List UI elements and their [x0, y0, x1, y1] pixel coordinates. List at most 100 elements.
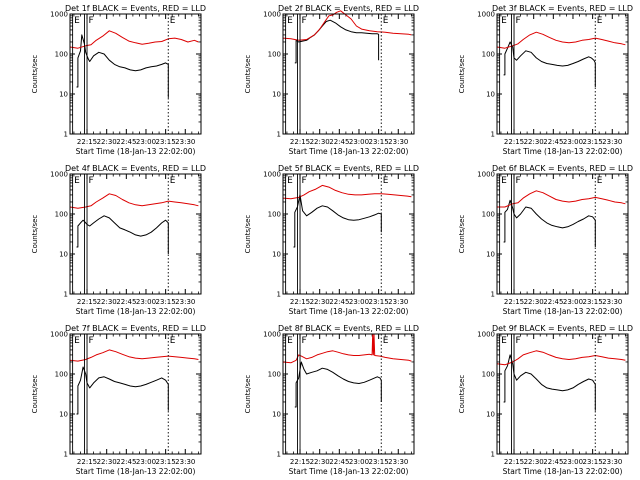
event-marker-label: F: [516, 336, 521, 346]
series-lld-line: [282, 333, 412, 364]
panel-title: Det 7f BLACK = Events, RED = LLD: [65, 324, 206, 333]
event-marker-label: E: [383, 176, 389, 186]
event-marker-label: E: [287, 16, 293, 26]
x-tick-label: 22:30: [97, 138, 117, 146]
event-marker-label: E: [74, 336, 80, 346]
event-marker-label: E: [383, 16, 389, 26]
x-tick-label: 23:15: [583, 138, 603, 146]
series-events-line: [294, 361, 382, 408]
x-tick-label: 23:30: [388, 298, 408, 306]
x-tick-label: 22:15: [77, 138, 97, 146]
x-axis-label: Start Time (18-Jan-13 22:02:00): [503, 467, 623, 476]
y-tick-label: 1000: [477, 331, 495, 339]
x-axis-label: Start Time (18-Jan-13 22:02:00): [503, 147, 623, 156]
series-lld-line: [497, 190, 626, 208]
y-axis-label: Counts/sec: [244, 375, 252, 414]
series-lld-line: [282, 10, 412, 41]
panel-title: Det 8f BLACK = Events, RED = LLD: [278, 324, 419, 333]
detector-panel-5: Det 5f BLACK = Events, RED = LLD Counts/s…: [244, 164, 419, 316]
panel-title: Det 3f BLACK = Events, RED = LLD: [492, 4, 633, 13]
y-tick-label: 1000: [263, 331, 281, 339]
x-tick-label: 23:15: [369, 298, 389, 306]
event-marker-label: E: [383, 336, 389, 346]
series-events-line: [503, 354, 596, 411]
y-tick-label: 10: [59, 91, 68, 99]
series-lld-line: [69, 193, 199, 209]
detector-panel-6: Det 6f BLACK = Events, RED = LLD Counts/s…: [458, 164, 633, 316]
detector-panel-8: Det 8f BLACK = Events, RED = LLD Counts/s…: [244, 324, 419, 476]
x-tick-label: 23:15: [369, 138, 389, 146]
series-lld-line: [496, 350, 626, 366]
event-marker-label: E: [501, 336, 507, 346]
x-tick-label: 23:00: [349, 138, 369, 146]
series-events-line: [76, 366, 169, 415]
event-marker-label: F: [302, 16, 307, 26]
x-tick-label: 22:45: [329, 138, 349, 146]
event-marker-label: E: [597, 16, 603, 26]
event-marker-label: E: [74, 16, 80, 26]
event-marker-label: E: [501, 16, 507, 26]
x-tick-label: 22:30: [524, 458, 544, 466]
x-tick-label: 23:30: [388, 138, 408, 146]
panel-title: Det 2f BLACK = Events, RED = LLD: [278, 4, 419, 13]
y-tick-label: 100: [482, 51, 495, 59]
y-tick-label: 1000: [50, 331, 68, 339]
x-tick-label: 22:30: [310, 138, 330, 146]
x-tick-label: 22:15: [504, 298, 524, 306]
event-marker-label: F: [516, 176, 521, 186]
x-tick-label: 22:15: [77, 458, 97, 466]
x-tick-label: 23:00: [563, 138, 583, 146]
y-tick-label: 10: [272, 251, 281, 259]
x-tick-label: 23:30: [602, 138, 622, 146]
y-tick-label: 1000: [477, 171, 495, 179]
detector-panel-7: Det 7f BLACK = Events, RED = LLD Counts/s…: [31, 324, 206, 476]
x-tick-label: 23:30: [175, 458, 195, 466]
x-tick-label: 22:30: [310, 298, 330, 306]
y-axis-label: Counts/sec: [458, 215, 466, 254]
x-tick-label: 22:30: [97, 458, 117, 466]
y-tick-label: 1000: [50, 11, 68, 19]
x-tick-label: 23:15: [156, 298, 176, 306]
series-events-line: [76, 34, 169, 98]
x-tick-label: 22:45: [543, 138, 563, 146]
plot-frame: [496, 333, 629, 455]
y-tick-label: 1: [277, 131, 281, 139]
series-lld-line: [496, 31, 626, 49]
panel-title: Det 9f BLACK = Events, RED = LLD: [492, 324, 633, 333]
x-tick-label: 22:30: [524, 138, 544, 146]
y-axis-label: Counts/sec: [31, 55, 39, 94]
x-tick-label: 23:15: [156, 458, 176, 466]
x-tick-label: 23:15: [583, 458, 603, 466]
event-marker-label: F: [516, 16, 521, 26]
x-tick-label: 23:00: [136, 298, 156, 306]
x-tick-label: 23:30: [175, 138, 195, 146]
series-lld-line: [69, 30, 199, 49]
series-events-line: [294, 19, 380, 64]
y-tick-label: 1: [64, 451, 68, 459]
detector-panel-4: Det 4f BLACK = Events, RED = LLD Counts/s…: [31, 164, 206, 316]
x-tick-label: 22:45: [116, 458, 136, 466]
y-tick-label: 100: [268, 371, 281, 379]
detector-panel-2: Det 2f BLACK = Events, RED = LLD Counts/s…: [244, 4, 419, 156]
x-tick-label: 22:45: [329, 298, 349, 306]
series-events-line: [503, 199, 596, 247]
y-axis-label: Counts/sec: [244, 215, 252, 254]
event-marker-label: F: [89, 16, 94, 26]
y-tick-label: 100: [55, 371, 68, 379]
event-marker-label: E: [287, 336, 293, 346]
detector-panel-9: Det 9f BLACK = Events, RED = LLD Counts/s…: [458, 324, 633, 476]
x-tick-label: 23:00: [563, 298, 583, 306]
event-marker-label: E: [501, 176, 507, 186]
plot-frame: [496, 173, 629, 295]
y-tick-label: 100: [482, 211, 495, 219]
x-axis-label: Start Time (18-Jan-13 22:02:00): [76, 147, 196, 156]
y-tick-label: 1000: [50, 171, 68, 179]
event-marker-label: E: [170, 176, 176, 186]
x-tick-label: 22:45: [329, 458, 349, 466]
event-marker-label: F: [89, 176, 94, 186]
y-tick-label: 100: [482, 371, 495, 379]
series-lld-line: [69, 349, 199, 362]
x-tick-label: 23:00: [349, 458, 369, 466]
series-events-line: [503, 41, 596, 87]
event-marker-label: E: [74, 176, 80, 186]
